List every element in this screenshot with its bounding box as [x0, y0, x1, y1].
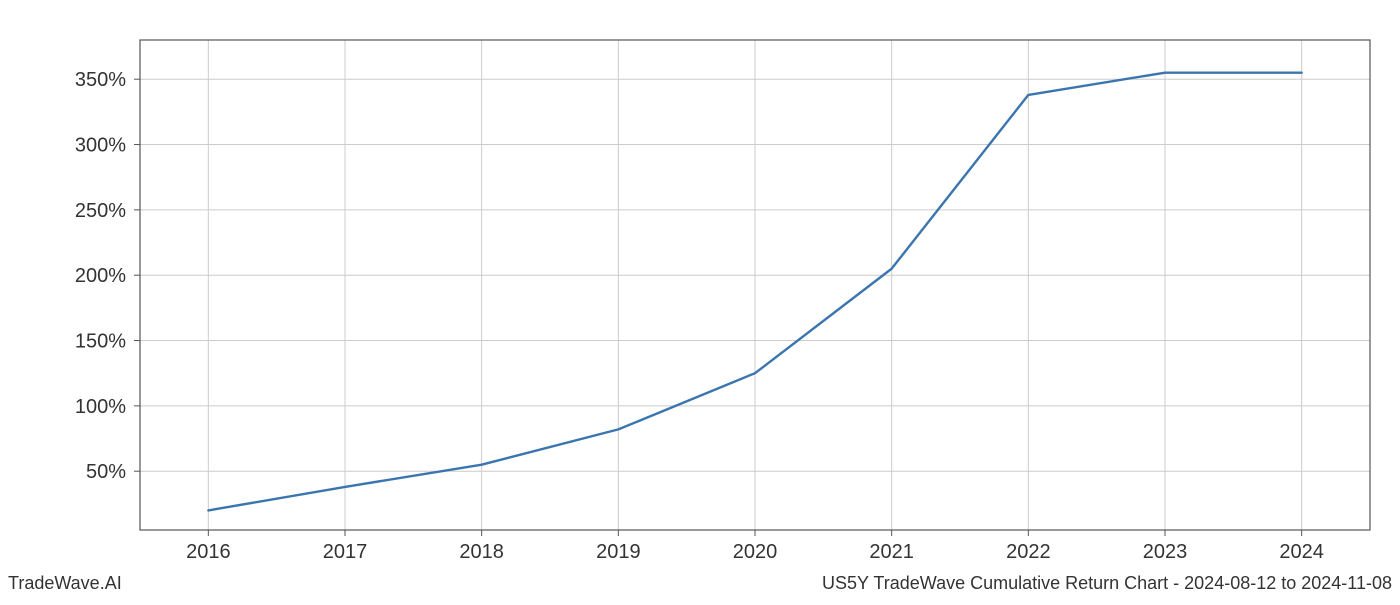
svg-text:2021: 2021: [869, 541, 914, 563]
svg-text:200%: 200%: [75, 265, 126, 287]
svg-text:2023: 2023: [1143, 541, 1188, 563]
line-chart: 2016 2017 2018 2019 2020 2021 2022 2023 2024 50% 1…: [0, 0, 1400, 600]
svg-text:50%: 50%: [86, 461, 126, 483]
svg-text:2022: 2022: [1006, 541, 1051, 563]
svg-text:2019: 2019: [596, 541, 641, 563]
svg-text:300%: 300%: [75, 135, 126, 157]
svg-text:100%: 100%: [75, 396, 126, 418]
svg-text:250%: 250%: [75, 200, 126, 222]
svg-text:150%: 150%: [75, 331, 126, 353]
chart-container: 2016 2017 2018 2019 2020 2021 2022 2023 2024 50% 1…: [0, 0, 1400, 600]
svg-text:2020: 2020: [733, 541, 778, 563]
svg-text:2016: 2016: [186, 541, 231, 563]
svg-text:2017: 2017: [323, 541, 368, 563]
svg-text:2018: 2018: [459, 541, 504, 563]
svg-text:350%: 350%: [75, 69, 126, 91]
footer-right-label: US5Y TradeWave Cumulative Return Chart -…: [822, 573, 1392, 594]
footer-left-label: TradeWave.AI: [8, 573, 122, 594]
svg-text:2024: 2024: [1279, 541, 1324, 563]
